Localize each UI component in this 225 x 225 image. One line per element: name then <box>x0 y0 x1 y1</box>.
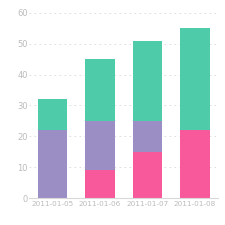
Bar <box>85 170 115 198</box>
Bar <box>133 152 162 198</box>
Bar <box>85 121 115 170</box>
Bar <box>38 99 67 130</box>
Bar <box>180 130 210 198</box>
Bar <box>133 41 162 121</box>
Bar <box>38 130 67 198</box>
Bar <box>180 28 210 130</box>
Bar <box>85 59 115 121</box>
Bar <box>133 121 162 152</box>
